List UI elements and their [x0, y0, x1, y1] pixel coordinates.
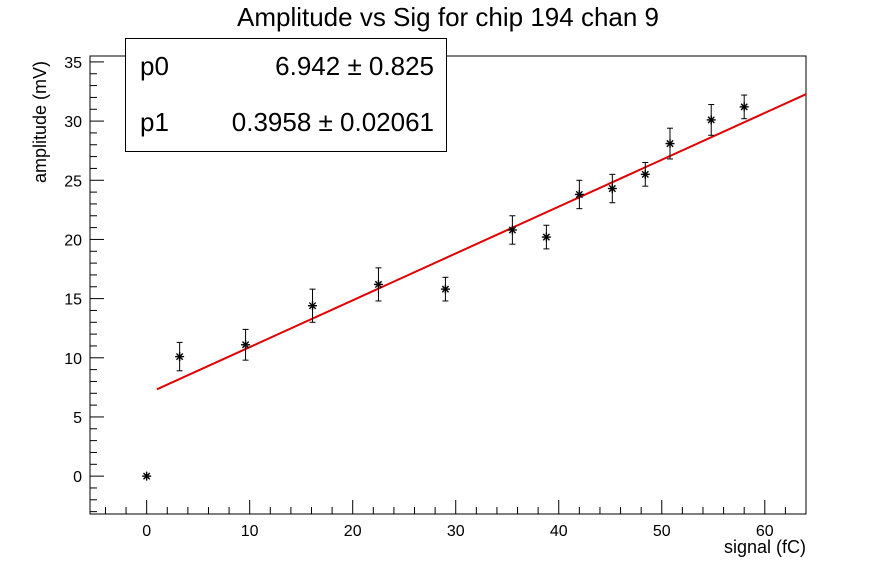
marker-stroke	[143, 472, 151, 480]
stats-param-name: p1	[140, 107, 169, 137]
data-point	[640, 169, 650, 179]
marker-stroke	[608, 184, 616, 193]
marker-stroke	[508, 226, 517, 234]
y-tick-label: 10	[64, 351, 82, 368]
y-axis-label: amplitude (mV)	[30, 60, 50, 183]
data-point	[665, 139, 675, 149]
stats-param-value: 0.3958 ± 0.02061	[231, 107, 434, 137]
data-point	[373, 279, 383, 289]
data-point	[541, 232, 551, 242]
data-point	[308, 301, 318, 311]
x-tick-label: 50	[653, 523, 671, 540]
marker-stroke	[308, 302, 317, 310]
x-tick-label: 30	[447, 523, 465, 540]
x-tick-label: 0	[142, 523, 151, 540]
marker-stroke	[542, 233, 551, 241]
y-tick-label: 25	[64, 173, 82, 190]
data-point	[507, 225, 517, 235]
stats-param-name: p0	[140, 51, 169, 81]
stats-row-p0: p0 6.942 ± 0.825	[126, 51, 446, 91]
stats-row-p1: p1 0.3958 ± 0.02061	[126, 107, 446, 147]
data-point	[607, 184, 617, 194]
x-tick-label: 20	[344, 523, 362, 540]
y-tick-label: 20	[64, 232, 82, 249]
fit-stats-box: p0 6.942 ± 0.825 p1 0.3958 ± 0.02061	[125, 38, 447, 152]
x-tick-label: 10	[241, 523, 259, 540]
marker-stroke	[374, 280, 383, 289]
marker-stroke	[441, 285, 450, 293]
y-tick-label: 15	[64, 292, 82, 309]
y-tick-label: 5	[73, 410, 82, 427]
data-point	[175, 352, 185, 362]
data-point	[739, 102, 749, 112]
data-point	[574, 189, 584, 199]
x-axis-label: signal (fC)	[723, 537, 806, 557]
marker-stroke	[575, 190, 583, 199]
marker-stroke	[707, 116, 715, 124]
marker-stroke	[175, 352, 184, 361]
marker-stroke	[740, 103, 748, 111]
marker-stroke	[241, 341, 250, 349]
fit-line	[156, 93, 807, 391]
stats-param-value: 6.942 ± 0.825	[275, 51, 434, 81]
chart-title: Amplitude vs Sig for chip 194 chan 9	[236, 2, 660, 32]
data-point	[142, 471, 152, 481]
y-tick-label: 35	[64, 55, 82, 72]
marker-stroke	[641, 170, 649, 178]
plot-frame	[89, 55, 807, 515]
data-point	[241, 340, 251, 350]
data-point	[706, 115, 716, 125]
y-tick-label: 0	[73, 469, 82, 486]
data-point	[440, 284, 450, 294]
marker-stroke	[666, 139, 674, 148]
y-tick-label: 30	[64, 114, 82, 131]
x-tick-label: 60	[756, 523, 774, 540]
x-tick-label: 40	[550, 523, 568, 540]
